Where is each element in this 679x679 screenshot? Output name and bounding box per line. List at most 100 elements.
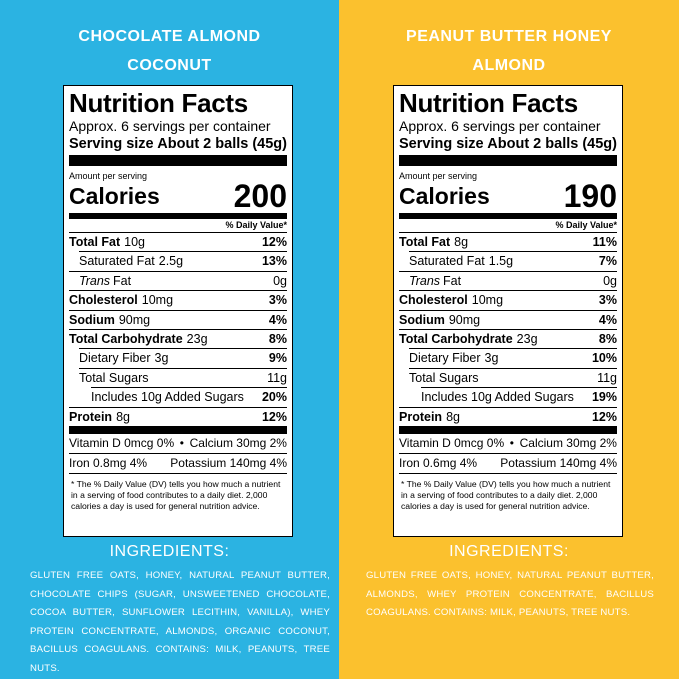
nutrient-name: Includes 10g Added Sugars bbox=[421, 388, 574, 406]
serving-size-label: Serving size bbox=[69, 136, 154, 152]
nutrient-amount: 11g bbox=[267, 370, 287, 385]
calories-value: 190 bbox=[563, 178, 617, 214]
nutrient-amount: 3g bbox=[154, 351, 169, 366]
nutrient-name: Sodium bbox=[69, 311, 115, 329]
nutrient-row: Dietary Fiber 3g 10% bbox=[409, 348, 617, 367]
nutrient-row: Total Sugars 11g bbox=[79, 367, 287, 387]
calories: Calories 190 bbox=[399, 178, 617, 214]
nutrition-label: Nutrition Facts Approx. 6 servings per co… bbox=[63, 85, 293, 537]
serving-size: Serving size About 2 balls (45g) bbox=[69, 135, 287, 153]
dv-header: % Daily Value* bbox=[399, 219, 617, 233]
panel-title: PEANUT BUTTER HONEY ALMOND bbox=[339, 22, 679, 80]
mineral-row: Vitamin D 0mcg 0% • Calcium 30mg 2% bbox=[399, 434, 617, 455]
nutrient-amount: 1.5g bbox=[488, 254, 514, 269]
nutrient-row: Total Fat 8g 11% bbox=[399, 233, 617, 251]
nutrient-name-text: Total Fat bbox=[399, 235, 451, 249]
mineral: Calcium 30mg 2% bbox=[189, 436, 287, 451]
nutrient-row: Protein 8g 12% bbox=[69, 406, 287, 426]
rule bbox=[399, 426, 617, 435]
nutrient-name-text: Cholesterol bbox=[69, 293, 138, 308]
title-line: ALMOND bbox=[472, 57, 546, 74]
serving-size-label: Serving size bbox=[399, 136, 484, 152]
serving-size: Serving size About 2 balls (45g) bbox=[399, 135, 617, 153]
ingredients-heading: INGREDIENTS: bbox=[109, 543, 230, 560]
nutrient-dv: 12% bbox=[261, 235, 287, 249]
nutrient-dv: 4% bbox=[268, 312, 287, 327]
mineral: Vitamin D 0mcg 0% bbox=[69, 436, 175, 451]
nutrient-row: Total Fat 10g 12% bbox=[69, 233, 287, 251]
nutrient-name-text: Cholesterol bbox=[399, 293, 468, 308]
calories: Calories 200 bbox=[69, 180, 287, 212]
nutrient-row: Protein 8g 12% bbox=[399, 406, 617, 426]
nutrient-name-text: Includes 10g Added Sugars bbox=[91, 390, 244, 405]
nutrient-name-text: Total Carbohydrate bbox=[69, 332, 183, 347]
nutrient-name-text: Total Sugars bbox=[79, 370, 149, 385]
rule bbox=[69, 426, 287, 435]
title-line: PEANUT BUTTER HONEY bbox=[406, 28, 612, 45]
nutrient-dv: 12% bbox=[591, 409, 617, 424]
dv-header: % Daily Value* bbox=[69, 219, 287, 233]
nutrition-heading: Nutrition Facts bbox=[69, 88, 248, 118]
nutrient-dv: 7% bbox=[598, 254, 617, 269]
serving-size-value: About 2 balls (45g) bbox=[487, 136, 617, 152]
mineral: Calcium 30mg 2% bbox=[519, 436, 617, 451]
nutrient-row: Cholesterol 10mg 3% bbox=[69, 290, 287, 309]
rule bbox=[69, 155, 287, 166]
nutrient-amount: 23g bbox=[186, 332, 208, 347]
nutrient-amount: 10g bbox=[124, 235, 146, 249]
nutrient-dv: 3% bbox=[598, 293, 617, 308]
mineral-row: Iron 0.8mg 4% Potassium 140mg 4% bbox=[69, 454, 287, 475]
panel: CHOCOLATE ALMOND COCONUT Nutrition Facts Ap… bbox=[0, 0, 339, 679]
nutrient-name-text: Dietary Fiber bbox=[79, 351, 151, 366]
nutrient-amount: 0g bbox=[603, 273, 617, 288]
nutrient-name: Total Sugars bbox=[79, 369, 148, 387]
ingredients: GLUTEN FREE OATS, HONEY, NATURAL PEANUT … bbox=[30, 570, 330, 674]
nutrient-name-text: Fat bbox=[113, 273, 132, 288]
nutrient-row: Includes 10g Added Sugars 20% bbox=[91, 387, 287, 406]
nutrient-name: Protein bbox=[399, 408, 442, 426]
serving-size-value: About 2 balls (45g) bbox=[157, 136, 287, 152]
nutrient-name: Sodium bbox=[399, 311, 445, 329]
title-line: COCONUT bbox=[127, 57, 212, 74]
nutrient-name: Total Fat bbox=[399, 233, 450, 251]
panel: PEANUT BUTTER HONEY ALMOND Nutrition Facts… bbox=[339, 0, 679, 679]
nutrient-row: Trans Fat 0g bbox=[69, 270, 287, 290]
nutrient-amount: 8g bbox=[454, 235, 469, 249]
nutrient-amount: 10mg bbox=[471, 293, 504, 308]
nutrient-rows: Total Fat 10g 12% Saturated Fat 2.5g 13% Trans… bbox=[69, 233, 287, 426]
nutrient-amount: 0g bbox=[273, 273, 287, 288]
nutrition-label: Nutrition Facts Approx. 6 servings per co… bbox=[393, 85, 623, 537]
nutrient-amount: 3g bbox=[484, 351, 499, 366]
nutrient-name-text: Sodium bbox=[69, 312, 115, 327]
nutrient-dv: 3% bbox=[268, 293, 287, 308]
nutrient-rows: Total Fat 8g 11% Saturated Fat 1.5g 7% Trans Fa… bbox=[399, 233, 617, 426]
nutrient-name-text: Includes 10g Added Sugars bbox=[421, 390, 574, 405]
nutrient-amount: 8g bbox=[446, 409, 460, 424]
mineral: Potassium 140mg 4% bbox=[170, 456, 287, 471]
calories-label: Calories bbox=[69, 183, 160, 209]
bullet: • bbox=[509, 436, 514, 451]
nutrient-row: Saturated Fat 2.5g 13% bbox=[79, 251, 287, 270]
nutrient-name-text: Fat bbox=[443, 273, 462, 288]
nutrient-row: Sodium 90mg 4% bbox=[399, 309, 617, 329]
nutrient-name: Trans Fat bbox=[79, 272, 131, 290]
nutrient-name: Trans Fat bbox=[409, 272, 461, 290]
servings: Approx. 6 servings per container bbox=[399, 118, 601, 134]
nutrient-name-text: Saturated Fat bbox=[79, 254, 155, 269]
nutrient-name: Cholesterol bbox=[69, 291, 138, 309]
nutrient-name: Saturated Fat bbox=[79, 252, 155, 270]
nutrient-name: Total Carbohydrate bbox=[69, 330, 183, 348]
mineral-row: Vitamin D 0mcg 0% • Calcium 30mg 2% bbox=[69, 434, 287, 455]
footnote: * The % Daily Value (DV) tells you how m… bbox=[401, 479, 611, 512]
nutrient-amount: 23g bbox=[516, 332, 538, 347]
nutrient-name-text: Dietary Fiber bbox=[409, 351, 481, 366]
mineral: Potassium 140mg 4% bbox=[500, 456, 617, 471]
nutrient-row: Includes 10g Added Sugars 19% bbox=[421, 387, 617, 406]
mineral: Iron 0.6mg 4% bbox=[399, 456, 478, 471]
nutrition-heading: Nutrition Facts bbox=[399, 88, 578, 118]
nutrient-name: Dietary Fiber bbox=[409, 349, 481, 367]
nutrient-row: Sodium 90mg 4% bbox=[69, 309, 287, 329]
mineral-row: Iron 0.6mg 4% Potassium 140mg 4% bbox=[399, 454, 617, 475]
rule bbox=[399, 155, 617, 166]
